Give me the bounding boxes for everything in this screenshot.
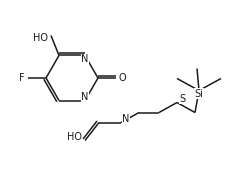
Text: S: S [178, 94, 184, 103]
Text: N: N [81, 54, 88, 65]
Text: N: N [121, 113, 129, 124]
Text: HO: HO [67, 131, 82, 142]
Text: Si: Si [194, 89, 202, 98]
Text: HO: HO [33, 34, 48, 43]
Text: O: O [118, 73, 126, 83]
Text: F: F [19, 73, 25, 83]
Text: N: N [81, 92, 88, 102]
